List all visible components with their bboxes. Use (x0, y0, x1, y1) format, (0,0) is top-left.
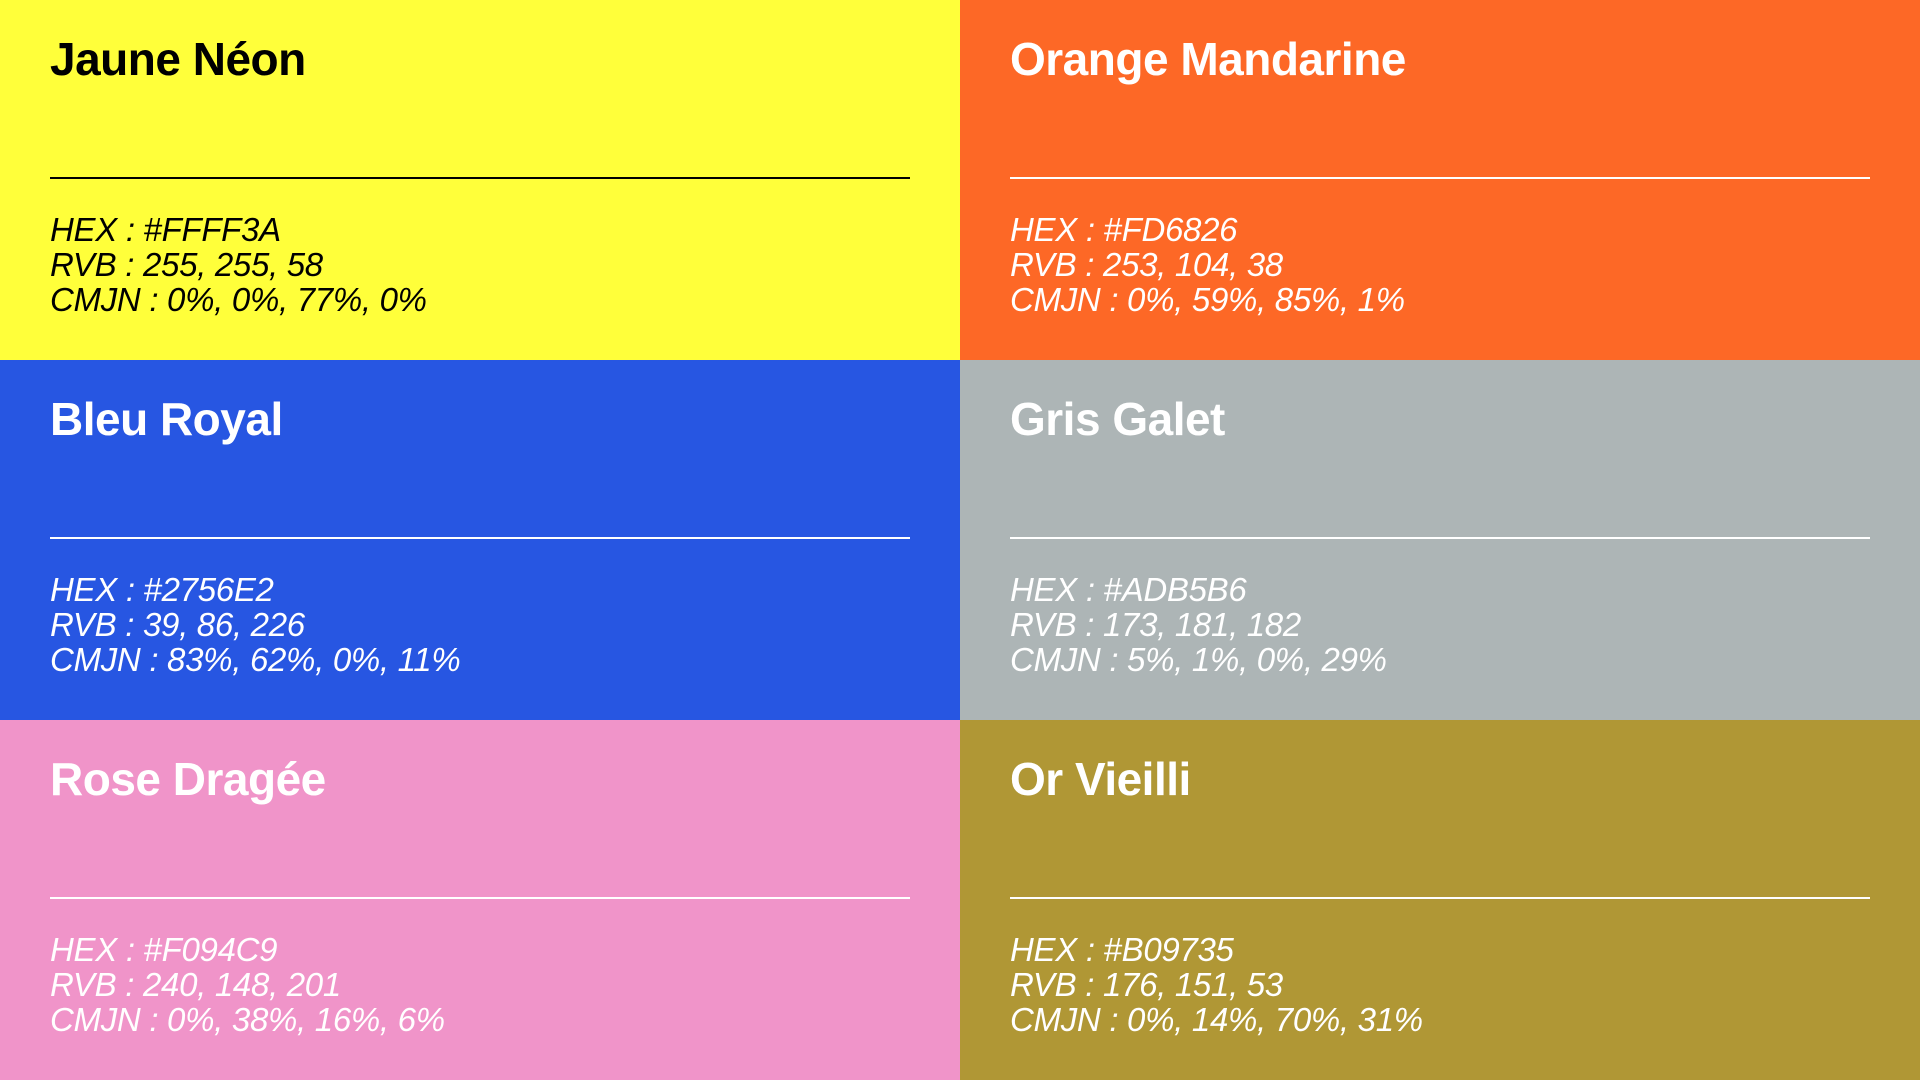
swatch-jaune-neon: Jaune Néon HEX : #FFFF3A RVB : 255, 255,… (0, 0, 960, 360)
divider (50, 897, 910, 899)
divider (1010, 537, 1870, 539)
swatch-gris-galet: Gris Galet HEX : #ADB5B6 RVB : 173, 181,… (960, 360, 1920, 720)
cmjn-value: CMJN : 5%, 1%, 0%, 29% (1010, 641, 1387, 678)
cmjn-value: CMJN : 0%, 38%, 16%, 6% (50, 1001, 445, 1038)
hex-value: HEX : #F094C9 (50, 931, 278, 968)
swatch-values: HEX : #B09735 RVB : 176, 151, 53 CMJN : … (1010, 932, 1423, 1037)
swatch-rose-dragee: Rose Dragée HEX : #F094C9 RVB : 240, 148… (0, 720, 960, 1080)
hex-value: HEX : #ADB5B6 (1010, 571, 1247, 608)
divider (1010, 177, 1870, 179)
swatch-values: HEX : #FD6826 RVB : 253, 104, 38 CMJN : … (1010, 212, 1405, 317)
swatch-name: Orange Mandarine (1010, 33, 1406, 85)
swatch-values: HEX : #ADB5B6 RVB : 173, 181, 182 CMJN :… (1010, 572, 1387, 677)
rvb-value: RVB : 255, 255, 58 (50, 246, 323, 283)
cmjn-value: CMJN : 83%, 62%, 0%, 11% (50, 641, 461, 678)
rvb-value: RVB : 39, 86, 226 (50, 606, 305, 643)
swatch-name: Rose Dragée (50, 753, 326, 805)
swatch-or-vieilli: Or Vieilli HEX : #B09735 RVB : 176, 151,… (960, 720, 1920, 1080)
hex-value: HEX : #FD6826 (1010, 211, 1238, 248)
divider (50, 177, 910, 179)
hex-value: HEX : #B09735 (1010, 931, 1234, 968)
rvb-value: RVB : 253, 104, 38 (1010, 246, 1283, 283)
swatch-name: Or Vieilli (1010, 753, 1191, 805)
swatch-bleu-royal: Bleu Royal HEX : #2756E2 RVB : 39, 86, 2… (0, 360, 960, 720)
divider (50, 537, 910, 539)
divider (1010, 897, 1870, 899)
swatch-name: Bleu Royal (50, 393, 283, 445)
rvb-value: RVB : 240, 148, 201 (50, 966, 341, 1003)
cmjn-value: CMJN : 0%, 14%, 70%, 31% (1010, 1001, 1423, 1038)
swatch-name: Gris Galet (1010, 393, 1225, 445)
swatch-values: HEX : #FFFF3A RVB : 255, 255, 58 CMJN : … (50, 212, 427, 317)
rvb-value: RVB : 176, 151, 53 (1010, 966, 1283, 1003)
cmjn-value: CMJN : 0%, 0%, 77%, 0% (50, 281, 427, 318)
swatch-values: HEX : #2756E2 RVB : 39, 86, 226 CMJN : 8… (50, 571, 461, 678)
cmjn-value: CMJN : 0%, 59%, 85%, 1% (1010, 281, 1405, 318)
swatch-orange-mandarine: Orange Mandarine HEX : #FD6826 RVB : 253… (960, 0, 1920, 360)
swatch-values: HEX : #F094C9 RVB : 240, 148, 201 CMJN :… (50, 932, 445, 1037)
hex-value: HEX : #2756E2 (50, 571, 274, 608)
hex-value: HEX : #FFFF3A (50, 211, 281, 248)
rvb-value: RVB : 173, 181, 182 (1010, 606, 1301, 643)
swatch-name: Jaune Néon (50, 33, 306, 85)
